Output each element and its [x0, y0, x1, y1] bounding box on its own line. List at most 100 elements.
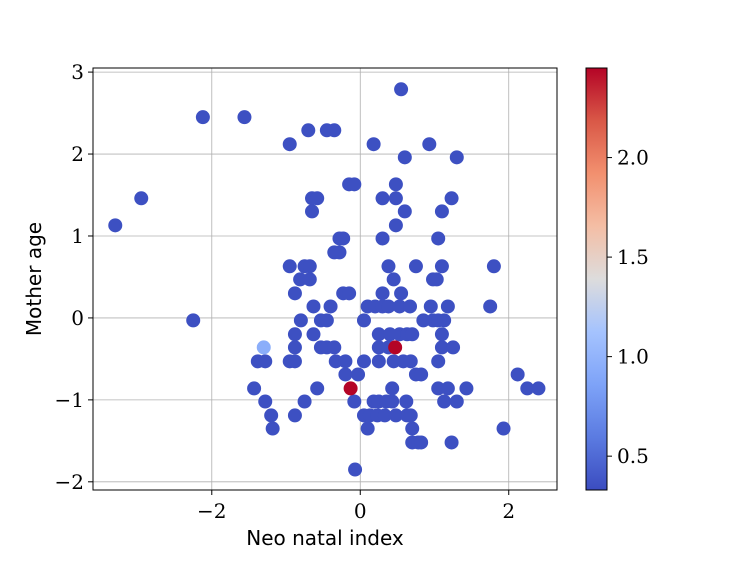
data-point	[385, 381, 400, 396]
x-tick-label: 0	[354, 499, 367, 523]
data-point	[403, 299, 418, 314]
data-point	[371, 354, 386, 369]
plot-background	[93, 68, 557, 490]
data-point	[437, 394, 452, 409]
data-point	[282, 137, 297, 152]
y-tick-label: −2	[55, 470, 84, 494]
data-point	[360, 421, 375, 436]
data-point	[449, 394, 464, 409]
data-point	[431, 231, 446, 246]
data-point	[386, 354, 401, 369]
data-point	[356, 354, 371, 369]
data-point	[366, 137, 381, 152]
y-tick-label: 2	[71, 142, 84, 166]
data-point	[403, 354, 418, 369]
y-tick-label: −1	[55, 388, 84, 412]
data-point	[327, 123, 342, 138]
data-point	[486, 259, 501, 274]
y-axis-label: Mother age	[22, 222, 46, 336]
data-point	[394, 82, 409, 97]
data-point	[134, 191, 149, 206]
data-point	[434, 340, 449, 355]
data-point	[347, 177, 362, 192]
data-point	[388, 191, 403, 206]
data-point	[306, 299, 321, 314]
data-point	[332, 245, 347, 260]
y-tick-label: 0	[71, 306, 84, 330]
data-point	[431, 354, 446, 369]
data-point	[414, 367, 429, 382]
data-point	[483, 299, 498, 314]
data-point	[399, 394, 414, 409]
data-point	[282, 259, 297, 274]
data-point	[297, 394, 312, 409]
data-point	[265, 421, 280, 436]
data-point	[328, 354, 343, 369]
colorbar-ticks: 0.5 1.0 1.5 2.0	[607, 146, 649, 468]
data-point	[386, 272, 401, 287]
data-point	[444, 435, 459, 450]
data-point	[422, 137, 437, 152]
data-point	[531, 381, 546, 396]
data-point	[356, 313, 371, 328]
plot-frame	[92, 67, 558, 491]
data-point	[440, 381, 455, 396]
data-point	[371, 327, 386, 342]
data-point	[310, 381, 325, 396]
data-point	[431, 381, 446, 396]
data-point	[381, 299, 396, 314]
data-point	[287, 327, 302, 342]
data-point	[186, 313, 201, 328]
data-point	[327, 340, 342, 355]
data-point	[403, 408, 418, 423]
data-point	[388, 340, 403, 355]
x-axis-label: Neo natal index	[246, 526, 404, 550]
colorbar-gradient	[585, 67, 608, 491]
data-point	[385, 394, 400, 409]
data-point	[449, 150, 464, 165]
data-point	[388, 408, 403, 423]
data-point	[305, 204, 320, 219]
data-point	[440, 299, 455, 314]
colorbar-tick-label: 0.5	[617, 444, 649, 468]
data-point	[302, 259, 317, 274]
data-point	[348, 462, 363, 477]
data-point	[371, 340, 386, 355]
data-point	[434, 327, 449, 342]
data-point	[434, 259, 449, 274]
data-point	[520, 381, 535, 396]
data-point	[258, 394, 273, 409]
data-point	[388, 177, 403, 192]
data-point	[319, 313, 334, 328]
data-point	[382, 327, 397, 342]
data-point	[293, 313, 308, 328]
data-point	[416, 313, 431, 328]
data-point	[446, 340, 461, 355]
colorbar-tick-label: 1.0	[617, 345, 649, 369]
data-point	[287, 286, 302, 301]
data-points	[108, 82, 546, 477]
data-point	[237, 110, 252, 125]
data-point	[302, 272, 317, 287]
data-point	[434, 204, 449, 219]
data-point	[287, 408, 302, 423]
data-point	[375, 286, 390, 301]
data-point	[323, 299, 338, 314]
data-point	[375, 231, 390, 246]
data-point	[108, 218, 123, 233]
colorbar-tick-label: 1.5	[617, 245, 649, 269]
data-point	[258, 354, 273, 369]
plot-area: −2 0 2 −2 −1 0 1 2 3	[55, 60, 558, 523]
data-point	[429, 272, 444, 287]
data-point	[405, 421, 420, 436]
data-point	[414, 435, 429, 450]
x-tick-label: −2	[197, 499, 226, 523]
data-point	[338, 354, 353, 369]
data-point	[510, 367, 525, 382]
data-point	[347, 394, 362, 409]
data-point	[336, 231, 351, 246]
data-point	[459, 381, 474, 396]
data-point	[388, 218, 403, 233]
data-point	[408, 259, 423, 274]
